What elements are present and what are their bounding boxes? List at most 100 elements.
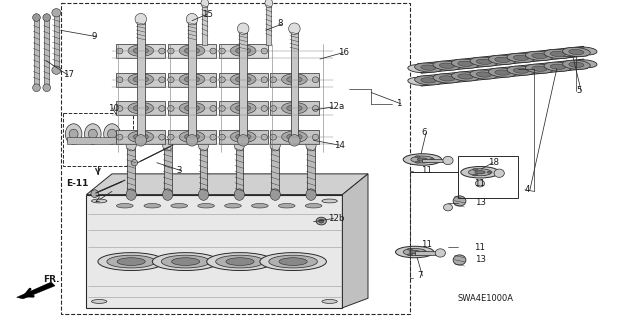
Text: 17: 17	[63, 70, 74, 79]
Text: 11: 11	[421, 166, 432, 175]
Ellipse shape	[453, 255, 466, 265]
Text: 9: 9	[92, 32, 97, 41]
Text: E-11: E-11	[67, 179, 89, 188]
Bar	[415, 251, 442, 255]
Ellipse shape	[52, 66, 61, 74]
Text: 7: 7	[417, 271, 423, 280]
Ellipse shape	[494, 169, 504, 177]
Ellipse shape	[219, 134, 225, 140]
Ellipse shape	[168, 134, 174, 140]
Polygon shape	[417, 59, 588, 86]
Ellipse shape	[88, 129, 97, 139]
Ellipse shape	[260, 253, 326, 271]
Ellipse shape	[198, 189, 209, 200]
Ellipse shape	[429, 159, 435, 160]
Bar	[168, 44, 216, 58]
Ellipse shape	[133, 76, 148, 83]
Bar	[291, 29, 298, 140]
Ellipse shape	[237, 23, 249, 34]
Ellipse shape	[453, 196, 466, 206]
Ellipse shape	[135, 135, 147, 146]
Ellipse shape	[312, 77, 319, 83]
Ellipse shape	[435, 249, 445, 257]
Ellipse shape	[116, 204, 133, 208]
Ellipse shape	[476, 72, 492, 77]
Ellipse shape	[270, 77, 276, 83]
Text: 13: 13	[475, 198, 486, 207]
Text: 5: 5	[576, 86, 582, 95]
Ellipse shape	[161, 255, 210, 268]
Ellipse shape	[513, 55, 529, 61]
Ellipse shape	[468, 169, 492, 176]
Ellipse shape	[116, 134, 123, 140]
Ellipse shape	[219, 48, 225, 54]
Bar	[44, 18, 49, 88]
Ellipse shape	[33, 14, 40, 21]
Ellipse shape	[179, 131, 205, 143]
Text: 15: 15	[202, 10, 212, 19]
Ellipse shape	[507, 53, 535, 63]
Ellipse shape	[569, 62, 584, 67]
Ellipse shape	[104, 124, 120, 144]
Ellipse shape	[415, 76, 442, 85]
Ellipse shape	[417, 158, 428, 161]
Ellipse shape	[219, 77, 225, 83]
Ellipse shape	[168, 48, 174, 54]
Ellipse shape	[403, 154, 442, 165]
Ellipse shape	[488, 55, 516, 64]
Ellipse shape	[470, 70, 498, 79]
Ellipse shape	[236, 48, 251, 54]
Ellipse shape	[312, 106, 319, 111]
Bar	[219, 101, 268, 115]
Ellipse shape	[265, 0, 273, 8]
Ellipse shape	[312, 134, 319, 140]
Ellipse shape	[230, 45, 256, 56]
Ellipse shape	[128, 131, 154, 143]
Ellipse shape	[92, 300, 107, 303]
Bar	[307, 145, 315, 195]
Ellipse shape	[219, 106, 225, 111]
Ellipse shape	[179, 74, 205, 85]
Bar	[422, 159, 449, 162]
Bar	[168, 73, 216, 87]
Bar	[271, 145, 279, 195]
Text: 11: 11	[474, 243, 484, 252]
Ellipse shape	[179, 45, 205, 56]
Ellipse shape	[544, 62, 572, 71]
Bar	[219, 44, 268, 58]
Ellipse shape	[322, 199, 337, 203]
Ellipse shape	[415, 161, 420, 163]
Ellipse shape	[270, 106, 276, 111]
Ellipse shape	[319, 219, 324, 223]
Ellipse shape	[98, 253, 164, 271]
Ellipse shape	[513, 68, 529, 73]
Bar	[164, 145, 172, 195]
Ellipse shape	[234, 139, 244, 151]
Text: 13: 13	[475, 256, 486, 264]
Ellipse shape	[152, 253, 219, 271]
Bar	[116, 44, 165, 58]
Ellipse shape	[306, 139, 316, 151]
Ellipse shape	[159, 77, 165, 83]
Ellipse shape	[128, 102, 154, 114]
Ellipse shape	[163, 189, 173, 200]
Ellipse shape	[117, 258, 145, 265]
Text: 11: 11	[474, 179, 484, 188]
Ellipse shape	[316, 217, 326, 225]
Ellipse shape	[433, 74, 461, 83]
Text: 14: 14	[334, 141, 345, 150]
Ellipse shape	[261, 48, 268, 54]
Text: 12a: 12a	[328, 102, 344, 111]
Ellipse shape	[415, 156, 420, 158]
Polygon shape	[17, 282, 55, 299]
Ellipse shape	[159, 48, 165, 54]
Ellipse shape	[52, 9, 61, 17]
Ellipse shape	[226, 258, 254, 265]
Bar	[61, 3, 410, 314]
Ellipse shape	[408, 248, 413, 250]
Ellipse shape	[270, 134, 276, 140]
Ellipse shape	[198, 204, 214, 208]
Ellipse shape	[261, 77, 268, 83]
Ellipse shape	[184, 105, 200, 111]
Ellipse shape	[168, 77, 174, 83]
